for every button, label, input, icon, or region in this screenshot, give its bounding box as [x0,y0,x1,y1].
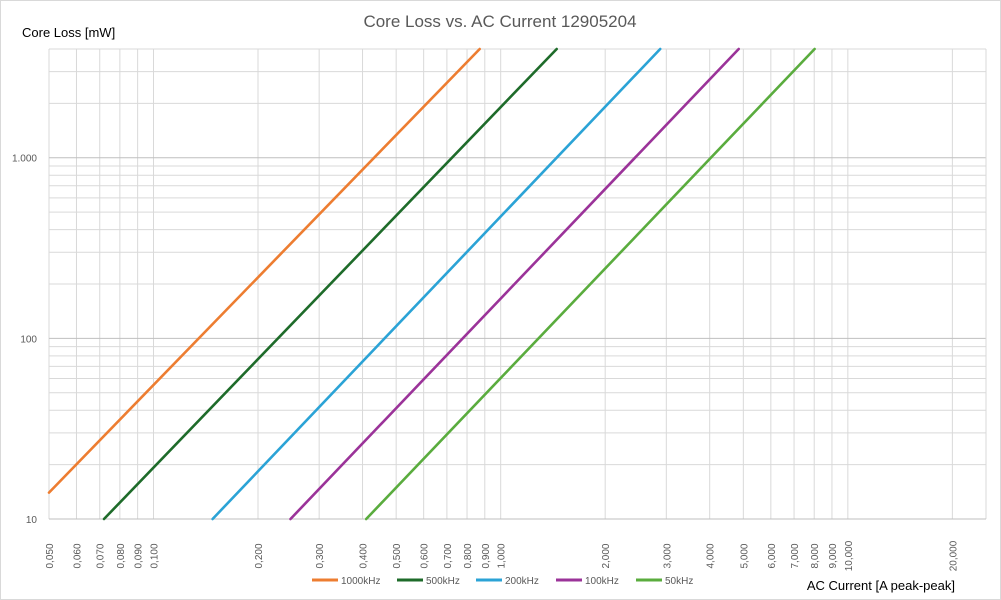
x-tick-label: 0,200 [254,543,265,568]
x-tick-label: 0,080 [116,543,127,568]
x-tick-label: 0,500 [392,543,403,568]
legend-label: 100kHz [585,576,619,587]
x-tick-label: 0,900 [481,543,492,568]
x-tick-label: 0,700 [443,543,454,568]
legend: 1000kHz 500kHz 200kHz 100kHz 50kHz [312,576,693,587]
legend-label: 500kHz [426,576,460,587]
x-tick-label: 1,000 [497,543,508,568]
x-tick-label: 7,000 [790,543,801,568]
x-tick-label: 3,000 [662,543,673,568]
x-tick-label: 4,000 [706,543,717,568]
y-tick-label: 10 [26,515,38,526]
x-tick-label: 20,000 [948,540,959,571]
y-tick-label: 100 [20,334,37,345]
x-tick-label: 10,000 [844,540,855,571]
y-tick-label: 1.000 [12,154,37,165]
legend-label: 200kHz [505,576,539,587]
x-tick-label: 6,000 [767,543,778,568]
x-tick-label: 2,000 [601,543,612,568]
x-tick-label: 5,000 [739,543,750,568]
series-line-50kHz [364,47,816,521]
series-line-1000kHz [47,47,482,494]
grid-lines [48,48,987,520]
series-lines [47,47,816,521]
x-tick-label: 0,300 [315,543,326,568]
x-tick-label: 0,050 [45,543,56,568]
series-line-100kHz [289,47,741,521]
x-tick-label: 0,070 [96,543,107,568]
chart-title: Core Loss vs. AC Current 12905204 [363,12,636,31]
x-tick-label: 0,060 [72,543,83,568]
legend-label: 1000kHz [341,576,380,587]
y-axis-title: Core Loss [mW] [22,25,115,40]
x-tick-label: 0,800 [463,543,474,568]
x-tick-label: 0,600 [420,543,431,568]
x-axis-title: AC Current [A peak-peak] [807,578,955,593]
x-tick-label: 0,090 [134,543,145,568]
x-tick-label: 9,000 [828,543,839,568]
x-tick-label: 0,400 [359,543,370,568]
x-tick-label: 8,000 [810,543,821,568]
series-line-500kHz [102,47,559,521]
series-line-200kHz [211,47,662,521]
legend-label: 50kHz [665,576,693,587]
y-tick-labels: 10 100 1.000 [12,154,37,526]
x-tick-labels: 0,050 0,060 0,070 0,080 0,090 0,100 0,200 0,300… [45,540,959,571]
x-tick-label: 0,100 [150,543,161,568]
